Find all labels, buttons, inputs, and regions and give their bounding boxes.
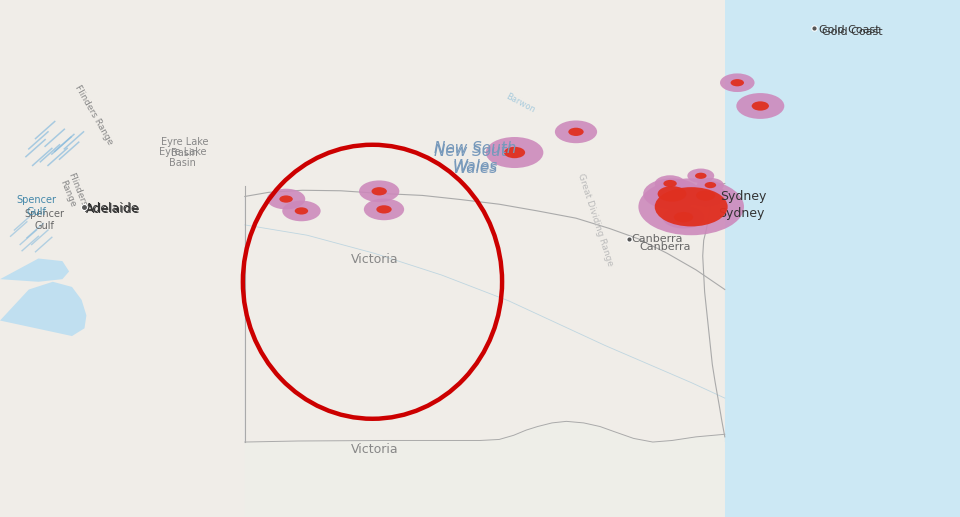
Text: Great Dividing Range: Great Dividing Range [576,172,614,267]
FancyBboxPatch shape [725,0,960,517]
Circle shape [674,212,693,222]
Circle shape [568,128,584,136]
Text: Spencer
Gulf: Spencer Gulf [24,209,64,231]
Polygon shape [245,0,725,442]
Circle shape [655,187,728,226]
Text: Flinders
Range: Flinders Range [57,171,87,211]
Polygon shape [0,258,69,282]
Text: Flinders Range: Flinders Range [73,83,115,146]
Circle shape [705,182,716,188]
Text: New South
Wales: New South Wales [434,142,516,174]
Polygon shape [245,190,725,442]
Text: Adelaide: Adelaide [86,203,140,216]
Text: Canberra: Canberra [639,241,691,252]
Text: Victoria: Victoria [350,253,398,266]
Circle shape [267,189,305,209]
Circle shape [364,199,404,220]
Circle shape [752,101,769,111]
Circle shape [555,120,597,143]
Circle shape [372,187,387,195]
Text: Barwon: Barwon [504,92,537,115]
Circle shape [655,175,685,192]
Text: Spencer
Gulf: Spencer Gulf [16,195,57,217]
Circle shape [658,186,686,202]
Circle shape [282,201,321,221]
Text: Sydney: Sydney [718,207,764,220]
Circle shape [687,169,714,183]
Text: Eyre Lake
Basin: Eyre Lake Basin [158,147,206,169]
Circle shape [695,173,707,179]
Circle shape [684,184,727,207]
Circle shape [731,79,744,86]
Circle shape [663,180,677,187]
Circle shape [638,178,744,235]
Circle shape [736,93,784,119]
Text: Sydney: Sydney [720,190,766,203]
Circle shape [376,205,392,214]
Text: New South
Wales: New South Wales [434,144,516,176]
Circle shape [295,207,308,215]
Polygon shape [0,282,86,336]
Polygon shape [245,190,725,517]
Circle shape [720,73,755,92]
Circle shape [486,137,543,168]
Circle shape [359,180,399,202]
Text: Victoria: Victoria [350,443,398,457]
Text: Gold Coast: Gold Coast [819,25,879,35]
Text: Adelaide: Adelaide [85,202,139,215]
Text: Gold Coast: Gold Coast [822,27,882,37]
Circle shape [697,178,724,192]
Circle shape [662,206,705,229]
Text: Canberra: Canberra [632,234,684,245]
Circle shape [504,147,525,158]
Circle shape [279,195,293,203]
Circle shape [696,190,715,201]
Text: Eyre Lake
Basin: Eyre Lake Basin [160,136,208,158]
Circle shape [643,178,701,209]
